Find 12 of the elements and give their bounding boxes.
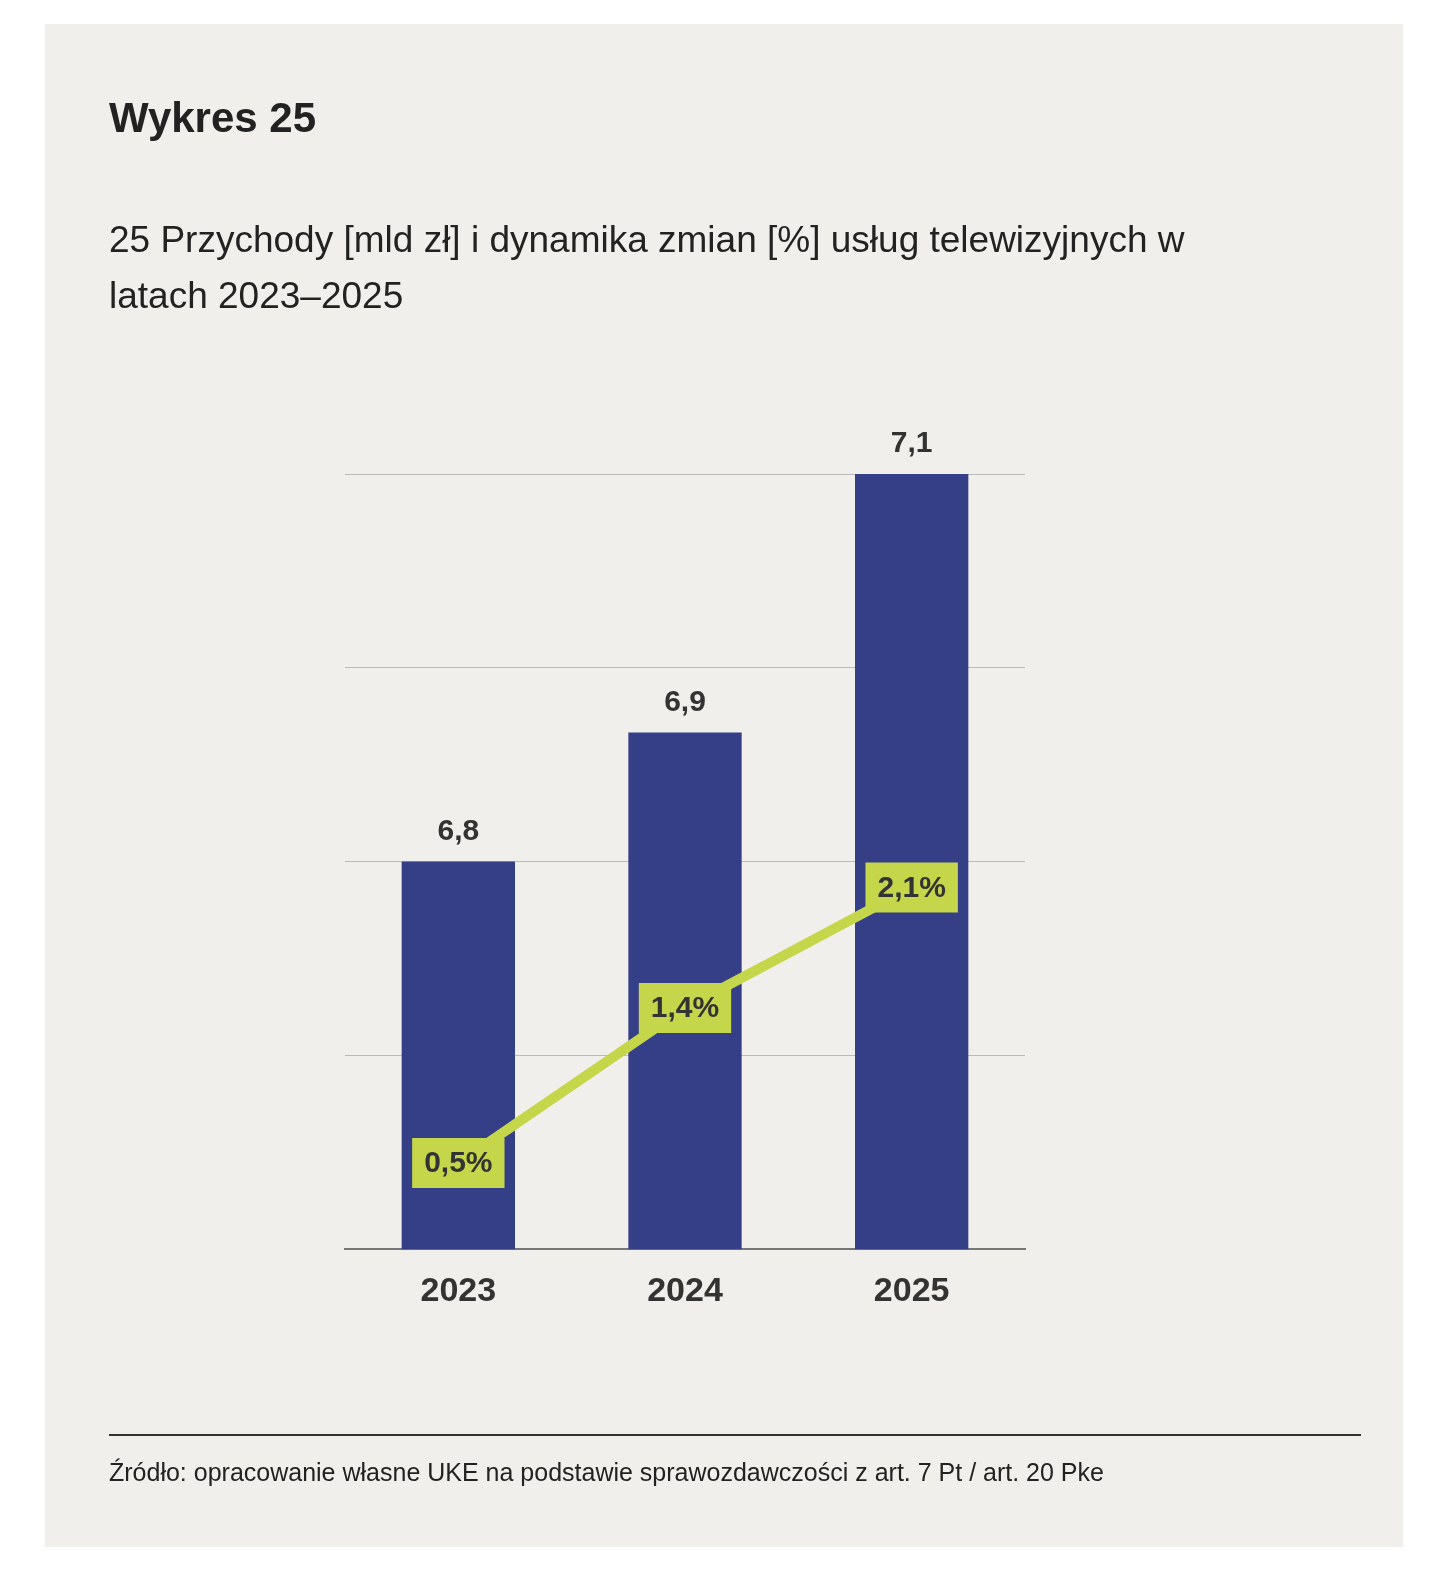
chart-title: Wykres 25 [109, 94, 318, 142]
x-tick-label: 2025 [873, 1269, 950, 1308]
data-label: 1,4% [650, 990, 720, 1024]
text: Źródło: opracowanie własne UKE na podstawie sprawozdawczości z art. 7 Pt / art. 20 Pke [109, 1458, 1105, 1487]
data-label: 2,1% [877, 869, 946, 903]
data-label: 7,1 [890, 425, 933, 459]
data-label: 6,8 [437, 812, 480, 846]
x-tick-label: 2023 [420, 1269, 497, 1308]
data-label: 0,5% [424, 1145, 493, 1179]
x-tick-label: 2024 [647, 1269, 723, 1308]
data-label: 6,9 [664, 683, 706, 717]
chart-subtitle: 25 Przychody [mld zł] i dynamika zmian [%] usług telewizyjnych w latach 2023–2025 [109, 218, 1186, 318]
